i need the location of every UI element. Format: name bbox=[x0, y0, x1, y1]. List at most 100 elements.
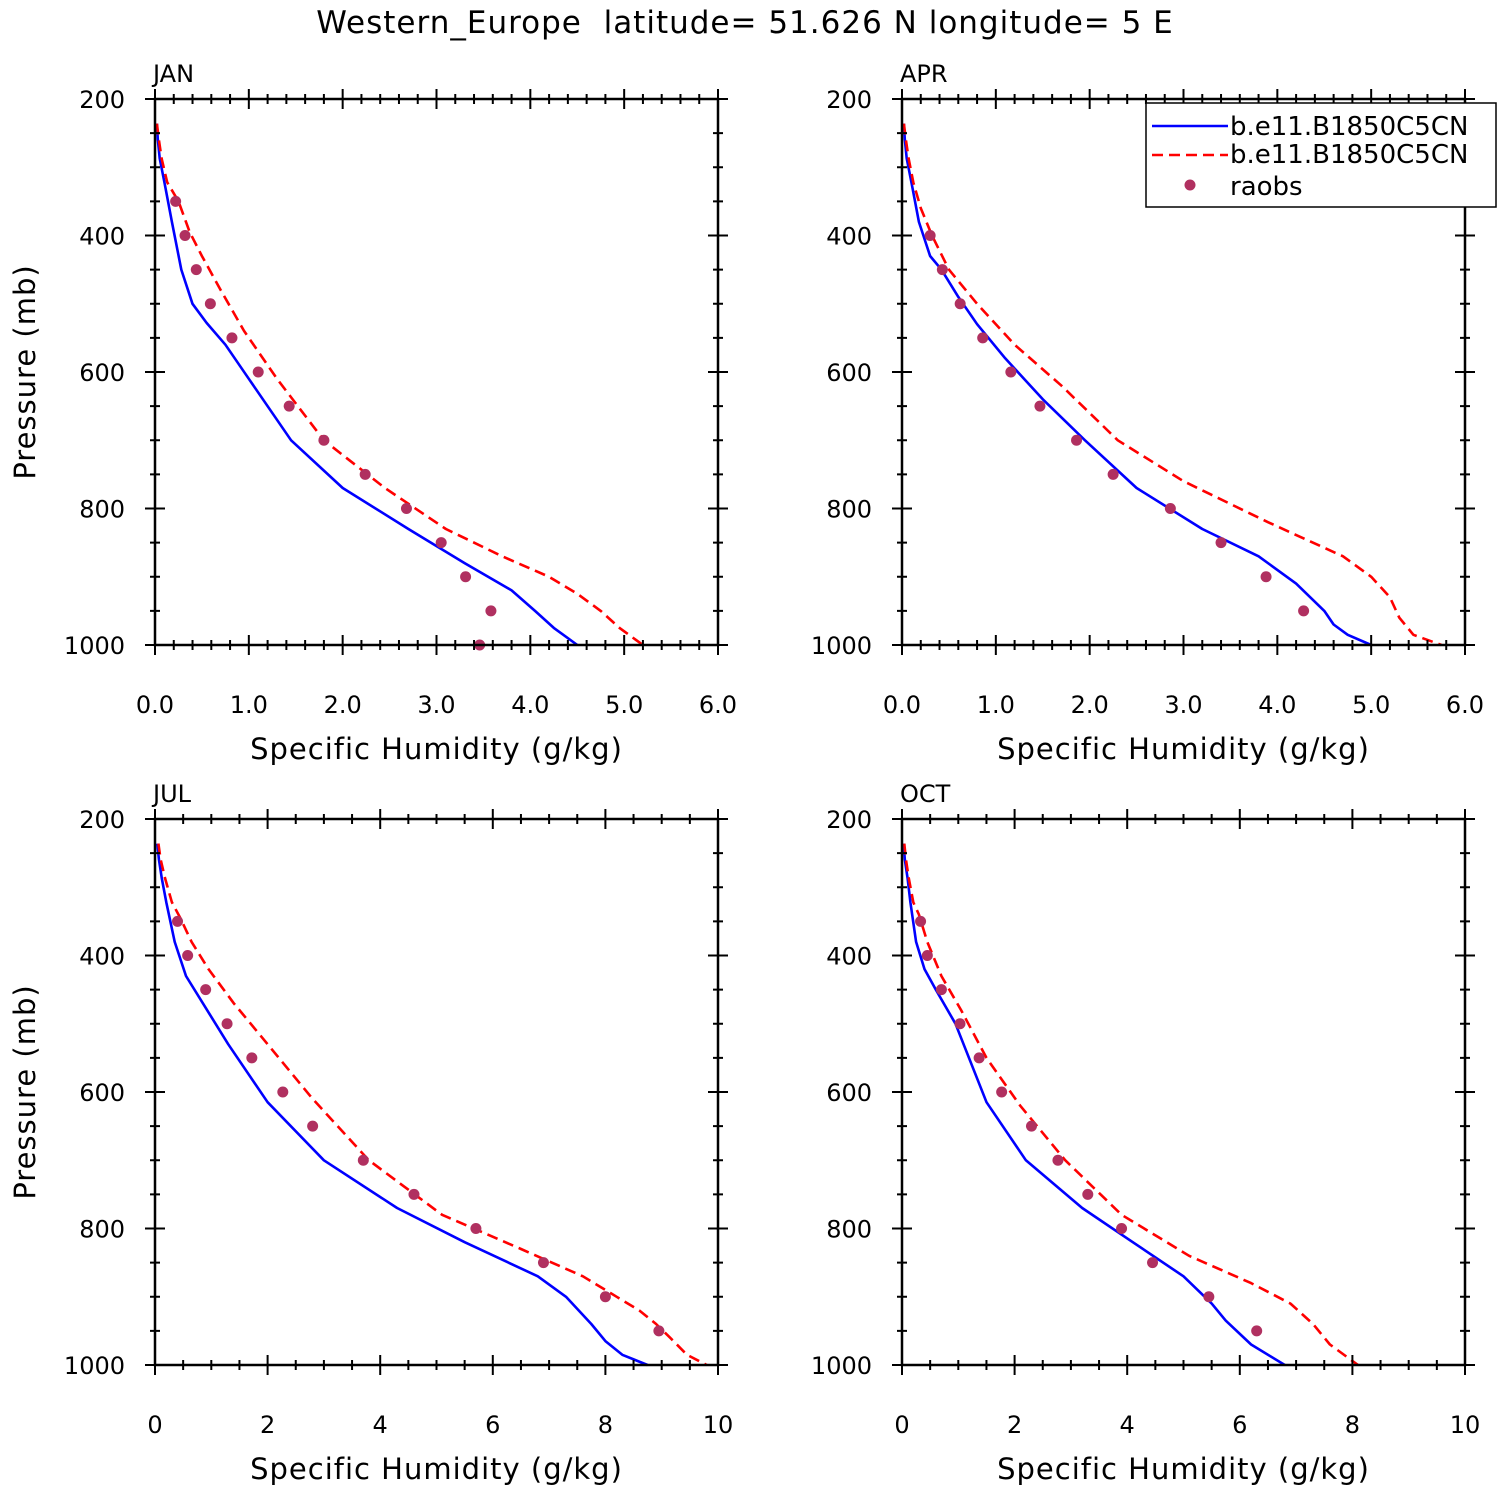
y-axis-label: Pressure (mb) bbox=[8, 264, 42, 479]
raobs-point bbox=[170, 195, 182, 207]
y-tick-label: 600 bbox=[826, 359, 872, 387]
panels: 0.0 1.0 2.0 3.0 4.0 5.0 6.02004006008001000JAN… bbox=[8, 60, 1484, 1486]
x-axis-label: Specific Humidity (g/kg) bbox=[250, 1452, 623, 1486]
raobs-point bbox=[182, 950, 194, 961]
x-tick-label: 2.0 bbox=[1071, 691, 1109, 719]
raobs-point bbox=[915, 915, 927, 927]
y-tick-label: 200 bbox=[79, 86, 125, 114]
y-tick-label: 400 bbox=[826, 223, 872, 251]
raobs-point bbox=[1147, 1257, 1159, 1269]
x-tick-label: 0.0 bbox=[136, 691, 174, 719]
raobs-point bbox=[1298, 605, 1310, 617]
x-tick-label: 6 bbox=[485, 1411, 500, 1439]
raobs-point bbox=[485, 605, 497, 617]
series-line-solid bbox=[156, 843, 649, 1367]
y-tick-label: 1000 bbox=[811, 1352, 872, 1380]
raobs-point bbox=[973, 1052, 985, 1064]
panel-title: APR bbox=[900, 60, 948, 88]
panel-jan: 0.0 1.0 2.0 3.0 4.0 5.0 6.0 200 400 600 800 1000 JAN… bbox=[8, 60, 737, 766]
x-tick-label: 8 bbox=[598, 1411, 613, 1439]
raobs-point bbox=[470, 1223, 482, 1234]
raobs-point bbox=[935, 984, 947, 996]
y-tick-label: 400 bbox=[79, 223, 125, 251]
series-line-dashed bbox=[902, 123, 1442, 647]
figure-title: Western_Europe latitude= 51.626 N longit… bbox=[316, 5, 1174, 41]
y-tick-label: 800 bbox=[79, 1216, 125, 1244]
raobs-point bbox=[653, 1325, 665, 1337]
raobs-point bbox=[1251, 1325, 1263, 1337]
x-tick-label: 0 bbox=[894, 1411, 909, 1439]
raobs-point bbox=[246, 1052, 258, 1064]
raobs-point bbox=[460, 571, 472, 583]
raobs-point bbox=[1203, 1291, 1215, 1303]
raobs-point bbox=[921, 950, 933, 961]
x-tick-label: 8 bbox=[1345, 1411, 1360, 1439]
y-tick-label: 1000 bbox=[64, 632, 125, 660]
plot-frame bbox=[900, 817, 1467, 1367]
x-tick-label: 10 bbox=[1450, 1411, 1481, 1439]
raobs-point bbox=[1005, 366, 1017, 378]
x-tick-label: 4.0 bbox=[511, 691, 549, 719]
x-axis-label: Specific Humidity (g/kg) bbox=[997, 732, 1370, 766]
y-tick-label: 200 bbox=[826, 86, 872, 114]
x-tick-label: 1.0 bbox=[977, 691, 1015, 719]
panel-apr: 0.0 1.0 2.0 3.0 4.0 5.0 6.0 200 400 600 800 1000 APR… bbox=[811, 60, 1484, 766]
y-tick-label: 600 bbox=[79, 359, 125, 387]
raobs-point bbox=[924, 230, 936, 241]
raobs-point bbox=[357, 1154, 369, 1166]
panel-oct: 0 2 4 6 8 10 200 400 600 800 1000 OCT Specific Humid… bbox=[811, 780, 1480, 1486]
legend-entry-label: b.e11.B1850C5CN bbox=[1230, 140, 1468, 170]
x-tick-label: 1.0 bbox=[230, 691, 268, 719]
x-tick-label: 6.0 bbox=[1446, 691, 1484, 719]
panel-title: JUL bbox=[151, 780, 192, 808]
raobs-point bbox=[252, 366, 264, 378]
raobs-point bbox=[1071, 434, 1083, 446]
x-tick-label: 5.0 bbox=[1352, 691, 1390, 719]
series-line-dashed bbox=[155, 123, 644, 647]
y-axis-label: Pressure (mb) bbox=[8, 984, 42, 1199]
x-tick-label: 2 bbox=[260, 1411, 275, 1439]
y-tick-label: 400 bbox=[79, 943, 125, 971]
raobs-point bbox=[307, 1120, 319, 1132]
legend-entry-label: raobs bbox=[1230, 172, 1303, 202]
y-tick-label: 200 bbox=[826, 806, 872, 834]
raobs-point bbox=[190, 264, 202, 276]
raobs-point bbox=[435, 537, 447, 549]
raobs-point bbox=[1034, 400, 1046, 412]
x-tick-label: 4 bbox=[373, 1411, 388, 1439]
x-tick-label: 6 bbox=[1232, 1411, 1247, 1439]
x-tick-label: 3.0 bbox=[1164, 691, 1202, 719]
raobs-point bbox=[200, 984, 212, 996]
raobs-point bbox=[599, 1291, 611, 1303]
raobs-point bbox=[1025, 1120, 1037, 1132]
series-line-solid bbox=[902, 123, 1372, 647]
x-axis-label: Specific Humidity (g/kg) bbox=[250, 732, 623, 766]
series-line-solid bbox=[902, 843, 1286, 1367]
raobs-point bbox=[1116, 1223, 1128, 1234]
y-tick-label: 600 bbox=[79, 1079, 125, 1107]
y-tick-label: 800 bbox=[826, 496, 872, 524]
raobs-point bbox=[226, 332, 238, 344]
legend: b.e11.B1850C5CN b.e11.B1850C5CN raobs bbox=[1145, 102, 1497, 208]
raobs-point bbox=[179, 230, 191, 241]
raobs-point bbox=[936, 264, 948, 276]
raobs-point bbox=[408, 1188, 420, 1200]
raobs-point bbox=[1052, 1154, 1064, 1166]
panel-title: OCT bbox=[900, 780, 951, 808]
raobs-point bbox=[1082, 1188, 1094, 1200]
raobs-point bbox=[1107, 468, 1119, 480]
raobs-point bbox=[172, 915, 184, 927]
x-tick-label: 0.0 bbox=[883, 691, 921, 719]
raobs-point bbox=[318, 434, 330, 446]
x-tick-label: 5.0 bbox=[605, 691, 643, 719]
x-tick-label: 0 bbox=[147, 1411, 162, 1439]
raobs-point bbox=[1164, 503, 1176, 514]
raobs-point bbox=[221, 1018, 233, 1030]
y-tick-label: 1000 bbox=[64, 1352, 125, 1380]
series-line-dashed bbox=[903, 843, 1359, 1367]
plot-frame bbox=[153, 97, 720, 647]
raobs-point bbox=[996, 1086, 1008, 1098]
y-tick-label: 800 bbox=[79, 496, 125, 524]
y-tick-label: 600 bbox=[826, 1079, 872, 1107]
